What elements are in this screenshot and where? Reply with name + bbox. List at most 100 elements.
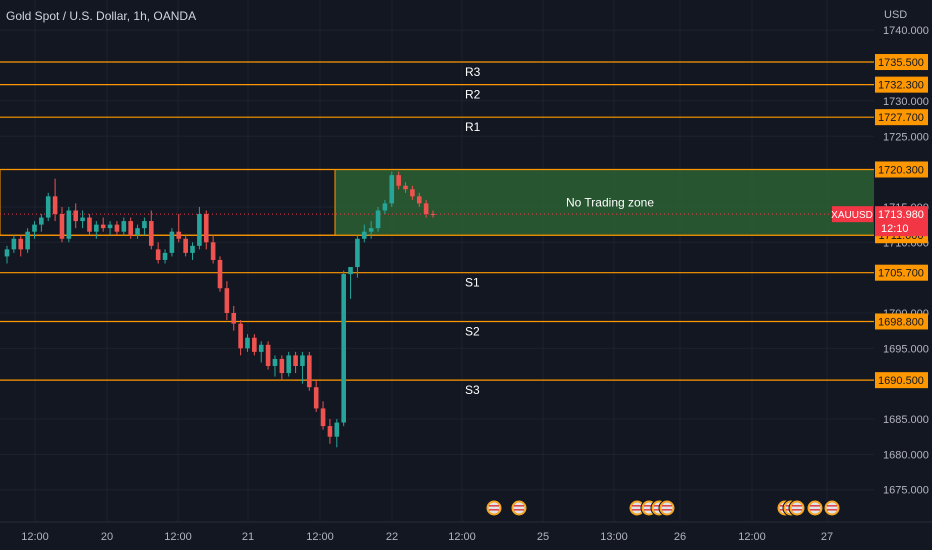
us-flag-icon-inner xyxy=(791,502,803,514)
candle-body xyxy=(210,242,216,260)
us-flag-icon-inner xyxy=(661,502,673,514)
candle-body xyxy=(416,196,422,204)
candle-body xyxy=(245,337,250,349)
candle-body xyxy=(293,355,298,367)
us-flag-stripe xyxy=(489,505,499,507)
y-tick-label: 1675.000 xyxy=(883,485,929,497)
currency-label: USD xyxy=(884,9,907,21)
candle-body xyxy=(238,323,243,349)
us-flag-icon-inner xyxy=(809,502,821,514)
candle-body xyxy=(59,214,65,239)
candle-body xyxy=(39,217,44,225)
candle-body xyxy=(307,355,312,388)
level-price-tag-text: 1690.500 xyxy=(878,375,924,387)
x-tick-label: 21 xyxy=(242,531,254,543)
candle-body xyxy=(114,224,120,232)
us-flag-stripe xyxy=(827,505,837,507)
candle-body xyxy=(348,267,353,275)
level-price-tag xyxy=(875,161,928,178)
no-trading-zone xyxy=(335,169,874,236)
candle-body xyxy=(389,175,395,204)
us-flag-stripe xyxy=(792,509,802,511)
level-price-tag xyxy=(875,109,928,126)
x-tick-label: 22 xyxy=(386,531,398,543)
current-price-value: 1713.980 xyxy=(878,209,924,221)
x-tick-label: 12:00 xyxy=(306,531,334,543)
x-tick-label: 26 xyxy=(674,531,686,543)
candle-body xyxy=(100,224,106,229)
level-price-tag-text: 1735.500 xyxy=(878,57,924,69)
us-flag-stripe xyxy=(662,509,672,511)
candle-body xyxy=(430,214,436,216)
candle-body xyxy=(66,210,72,239)
us-flag-stripe xyxy=(644,509,654,511)
candle-body xyxy=(320,408,326,427)
candle-body xyxy=(176,231,182,239)
candle-body xyxy=(142,221,147,229)
y-tick-label: 1685.000 xyxy=(883,414,929,426)
candle-body xyxy=(272,358,278,367)
us-flag-stripe xyxy=(662,505,672,507)
candle-body xyxy=(410,189,415,197)
level-label-s2: S2 xyxy=(465,324,480,338)
candle-body xyxy=(135,228,140,236)
chart-title: Gold Spot / U.S. Dollar, 1h, OANDA xyxy=(6,9,197,23)
y-tick-label: 1725.000 xyxy=(883,131,929,143)
candle-body xyxy=(265,344,271,367)
candle-body xyxy=(341,274,346,423)
candle-body xyxy=(300,355,305,367)
candle-body xyxy=(169,231,175,253)
us-flag-stripe xyxy=(810,509,820,511)
level-price-tag-text: 1727.700 xyxy=(878,112,924,124)
candle-body xyxy=(52,196,58,215)
candle-body xyxy=(148,221,154,246)
x-tick-label: 12:00 xyxy=(164,531,192,543)
candle-body xyxy=(73,210,79,222)
candle-body xyxy=(286,355,292,374)
candle-body xyxy=(45,196,51,218)
us-flag-stripe xyxy=(810,505,820,507)
candle-body xyxy=(128,221,133,236)
candle-body xyxy=(396,175,401,186)
x-tick-label: 25 xyxy=(537,531,549,543)
candle-body xyxy=(203,214,209,243)
candle-body xyxy=(217,259,223,289)
candle-body xyxy=(197,214,202,246)
level-label-s1: S1 xyxy=(465,276,480,290)
level-price-tag-text: 1720.300 xyxy=(878,164,924,176)
level-label-r1: R1 xyxy=(465,120,481,134)
x-tick-label: 12:00 xyxy=(448,531,476,543)
us-flag-stripe xyxy=(514,505,524,507)
y-tick-label: 1730.000 xyxy=(883,96,929,108)
level-price-tag-text: 1732.300 xyxy=(878,80,924,92)
symbol-tag-text: XAUUSD xyxy=(831,210,873,221)
candle-body xyxy=(258,344,264,352)
us-flag-stripe xyxy=(632,505,642,507)
x-tick-label: 27 xyxy=(821,531,833,543)
y-tick-label: 1740.000 xyxy=(883,25,929,37)
candle-body xyxy=(11,238,17,250)
candle-body xyxy=(32,224,37,232)
x-tick-label: 12:00 xyxy=(21,531,49,543)
candle-body xyxy=(107,224,113,229)
bar-countdown: 12:10 xyxy=(881,223,909,235)
us-flag-icon-inner xyxy=(513,502,525,514)
level-price-tag-text: 1705.700 xyxy=(878,268,924,280)
us-flag-icon-inner xyxy=(488,502,500,514)
candle-body xyxy=(327,426,333,437)
candle-body xyxy=(279,358,285,374)
candle-body xyxy=(252,337,257,352)
candle-body xyxy=(423,203,429,215)
candle-body xyxy=(87,217,92,232)
us-flag-stripe xyxy=(514,509,524,511)
zone-label: No Trading zone xyxy=(566,195,654,209)
us-flag-stripe xyxy=(644,505,654,507)
candle-body xyxy=(121,221,127,232)
candle-body xyxy=(334,422,340,437)
y-tick-label: 1680.000 xyxy=(883,449,929,461)
candle-body xyxy=(94,224,99,232)
candle-body xyxy=(361,231,367,239)
candle-body xyxy=(80,217,85,222)
candle-body xyxy=(4,249,10,257)
